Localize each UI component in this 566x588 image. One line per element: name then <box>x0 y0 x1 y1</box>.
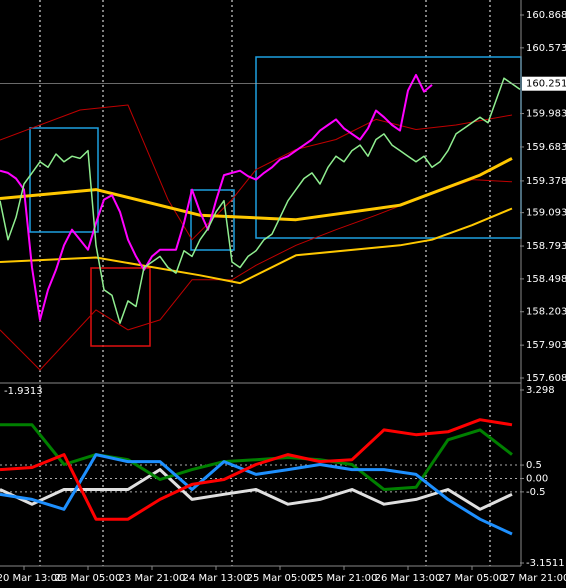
series-line <box>0 468 513 511</box>
series-line <box>0 77 521 324</box>
series-line <box>0 73 433 321</box>
series-line <box>0 453 513 536</box>
y-tick-label: 158.203 <box>526 307 566 318</box>
x-tick-label: 27 Mar 05:00 <box>439 573 506 584</box>
y-tick-label: 160.573 <box>526 43 566 54</box>
series-line <box>0 423 513 491</box>
x-tick-label: 25 Mar 21:00 <box>311 573 378 584</box>
indicator-value: -1.9313 <box>4 386 43 397</box>
x-tick-label: 25 Mar 05:00 <box>247 573 314 584</box>
y-tick-label: 157.608 <box>526 373 566 384</box>
series-line <box>0 418 513 521</box>
y-tick-label: -3.1511 <box>526 558 565 569</box>
x-tick-label: 27 Mar 21:00 <box>503 573 566 584</box>
y-tick-label: 159.378 <box>526 176 566 187</box>
x-tick-label: 23 Mar 21:00 <box>119 573 186 584</box>
y-tick-label: 158.498 <box>526 274 566 285</box>
series-line <box>0 104 513 241</box>
current-price-box <box>522 76 566 91</box>
x-tick-label: 20 Mar 13:00 <box>0 573 63 584</box>
y-tick-label: 158.793 <box>526 241 566 252</box>
frame <box>0 0 522 567</box>
current-price-label: 160.251 <box>526 79 566 90</box>
x-tick-label: 23 Mar 05:00 <box>55 573 122 584</box>
y-tick-label: 160.868 <box>526 10 566 21</box>
series-line <box>0 207 513 285</box>
x-tick-label: 26 Mar 13:00 <box>375 573 442 584</box>
y-tick-label: 159.093 <box>526 208 566 219</box>
series-line <box>0 157 513 222</box>
x-tick-label: 24 Mar 13:00 <box>183 573 250 584</box>
y-tick-label: 0.00 <box>526 473 548 484</box>
y-tick-label: 159.683 <box>526 142 566 153</box>
y-tick-label: -0.5 <box>526 487 546 498</box>
y-tick-label: 159.983 <box>526 109 566 120</box>
y-tick-label: 3.298 <box>526 385 555 396</box>
y-tick-label: 0.5 <box>526 460 542 471</box>
y-tick-label: 157.903 <box>526 340 566 351</box>
